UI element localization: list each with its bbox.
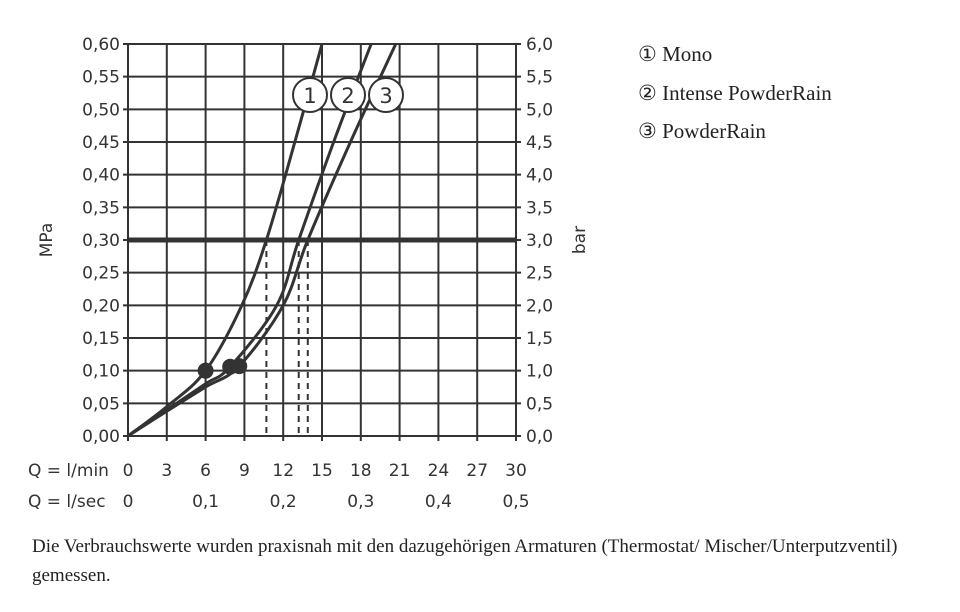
curve-marker-label: 1 <box>303 84 316 108</box>
y-tick-label-left: 0,45 <box>82 133 120 153</box>
operating-point-mono <box>197 362 214 379</box>
x-tick-label-lmin: 9 <box>239 461 250 481</box>
y-tick-label-right: 3,5 <box>526 198 553 218</box>
legend-item-mono: ① Mono <box>638 42 832 81</box>
y-tick-label-right: 0,0 <box>526 427 553 447</box>
x-tick-label-lmin: 3 <box>161 461 172 481</box>
x-tick-label-lmin: 6 <box>200 461 211 481</box>
y-tick-label-right: 1,5 <box>526 329 553 349</box>
y-tick-label-left: 0,40 <box>82 166 120 186</box>
y-tick-label-left: 0,15 <box>82 329 120 349</box>
y-tick-label-right: 1,0 <box>526 362 553 382</box>
y-tick-label-right: 6,0 <box>526 35 553 55</box>
x-tick-label-lsec: 0,3 <box>347 492 374 512</box>
y-tick-label-left: 0,35 <box>82 198 120 218</box>
legend-label: Mono <box>662 42 713 66</box>
legend-label: Intense PowderRain <box>662 80 832 105</box>
y-tick-label-right: 4,0 <box>526 166 553 186</box>
x-tick-label-lsec: 0,4 <box>425 492 452 512</box>
y-tick-label-right: 2,0 <box>526 296 553 316</box>
legend-symbol: ② <box>638 80 657 105</box>
x-tick-label-lsec: 0,2 <box>270 492 297 512</box>
legend-item-intense-powderrain: ② Intense PowderRain <box>638 81 832 120</box>
y-tick-label-right: 4,5 <box>526 133 553 153</box>
y-tick-label-left: 0,30 <box>82 231 120 251</box>
x-tick-label-lsec: 0 <box>123 492 134 512</box>
curve-marker-circle <box>368 77 404 113</box>
y-tick-label-left: 0,00 <box>82 427 120 447</box>
y-axis-label-right: bar <box>570 226 590 254</box>
legend-label: PowderRain <box>662 119 766 143</box>
y-tick-label-right: 3,0 <box>526 231 553 251</box>
y-tick-label-left: 0,20 <box>82 296 120 316</box>
y-tick-label-left: 0,25 <box>82 264 120 284</box>
legend-symbol: ③ <box>638 119 657 143</box>
y-tick-label-right: 5,5 <box>526 68 553 88</box>
x-tick-label-lmin: 21 <box>389 461 411 481</box>
x-tick-label-lmin: 24 <box>428 461 450 481</box>
legend-symbol: ① <box>638 42 657 66</box>
curve-marker-label: 2 <box>341 84 354 108</box>
curve-powderrain <box>127 43 398 438</box>
y-tick-label-left: 0,50 <box>82 100 120 120</box>
curve-marker-circle <box>292 77 328 113</box>
pressure-flow-chart: 0,00 0,00,05 0,50,10 1,00,15 1,50,20 2,00,25 2… <box>28 35 590 512</box>
y-tick-label-left: 0,60 <box>82 35 120 55</box>
caption: Die Verbrauchswerte wurden praxisnah mit… <box>32 536 898 586</box>
y-tick-label-right: 5,0 <box>526 100 553 120</box>
y-tick-label-right: 0,5 <box>526 394 553 414</box>
x-axis-label-lmin: Q = l/min <box>28 461 109 481</box>
x-tick-label-lsec: 0,5 <box>502 492 529 512</box>
x-tick-label-lmin: 30 <box>505 461 527 481</box>
legend-item-powderrain: ③ PowderRain <box>638 119 832 158</box>
x-tick-label-lmin: 12 <box>272 461 294 481</box>
y-tick-label-right: 2,5 <box>526 264 553 284</box>
y-tick-label-left: 0,55 <box>82 68 120 88</box>
operating-point-powderrain <box>231 358 248 375</box>
x-tick-label-lsec: 0,1 <box>192 492 219 512</box>
y-tick-label-left: 0,05 <box>82 394 120 414</box>
y-axis-label-left: MPa <box>37 223 57 258</box>
legend: ① Mono ② Intense PowderRain ③ PowderRain <box>638 42 832 158</box>
x-tick-label-lmin: 27 <box>466 461 488 481</box>
x-tick-label-lmin: 18 <box>350 461 372 481</box>
y-tick-label-left: 0,10 <box>82 362 120 382</box>
curve-mono <box>127 43 324 438</box>
curve-marker-circle <box>330 77 366 113</box>
x-tick-label-lmin: 0 <box>123 461 134 481</box>
curve-marker-label: 3 <box>379 84 392 108</box>
x-axis-label-lsec: Q = l/sec <box>28 492 106 512</box>
x-tick-label-lmin: 15 <box>311 461 333 481</box>
